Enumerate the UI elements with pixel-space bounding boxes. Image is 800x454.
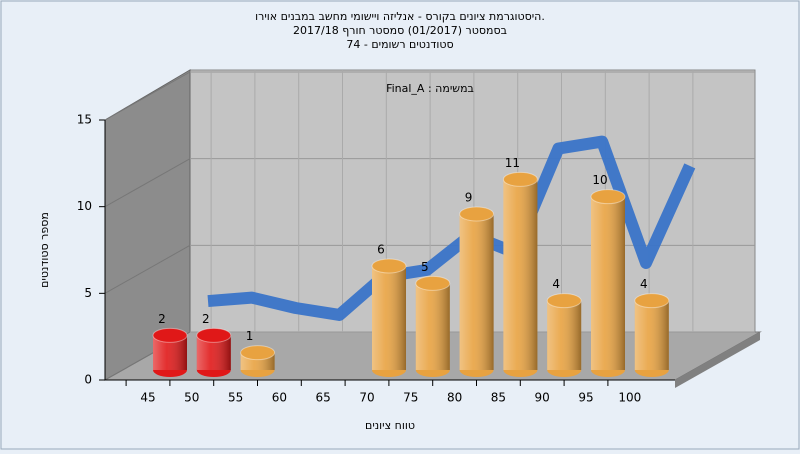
- data-label: 10: [592, 173, 607, 187]
- x-tick-label: 50: [184, 391, 199, 405]
- bar-top: [459, 206, 495, 222]
- title-line: היסטוגרמת ציונים בקורס - אנליזה ויישומי …: [255, 10, 545, 23]
- title-line: סטודנטים רשומים - 74: [346, 38, 453, 51]
- data-label: 2: [158, 312, 166, 326]
- bar: [590, 189, 626, 377]
- bar-top: [502, 171, 538, 187]
- x-tick-label: 65: [316, 391, 331, 405]
- data-label: 6: [377, 243, 385, 257]
- x-tick-label: 60: [272, 391, 287, 405]
- bar: [546, 293, 582, 377]
- bar-shade: [503, 179, 538, 370]
- y-tick-label: 10: [77, 199, 92, 213]
- data-label: 4: [552, 277, 560, 291]
- title-line: בסמסטר (01/2017) סמסטר חורף 2017/18: [293, 24, 507, 37]
- bar-top: [546, 293, 582, 309]
- bar-shade: [415, 283, 450, 370]
- bar-shade: [591, 196, 625, 370]
- bar: [371, 258, 407, 377]
- data-label: 2: [202, 312, 210, 326]
- bar: [196, 327, 232, 377]
- data-label: 4: [640, 277, 648, 291]
- x-tick-label: 70: [359, 391, 374, 405]
- x-tick-label: 45: [140, 391, 155, 405]
- bar-shade: [634, 300, 669, 370]
- bar: [502, 171, 538, 377]
- y-tick-label: 5: [84, 286, 92, 300]
- bar: [152, 327, 188, 377]
- grid-line: [104, 244, 191, 294]
- data-label: 5: [421, 260, 429, 274]
- x-tick-label: 55: [228, 391, 243, 405]
- bar-shade: [547, 300, 582, 370]
- y-tick-label: 15: [77, 113, 92, 127]
- bar-shade: [459, 214, 494, 370]
- bar-top: [415, 275, 451, 291]
- x-tick-label: 95: [578, 391, 593, 405]
- x-tick-label: 100: [618, 391, 641, 405]
- x-tick-label: 80: [447, 391, 462, 405]
- bar-top: [240, 345, 276, 361]
- annotation: Final_A : במשימה: [386, 82, 474, 95]
- data-label: 9: [465, 191, 473, 205]
- y-tick-label: 0: [84, 373, 92, 387]
- bar: [415, 275, 451, 377]
- curve: [207, 135, 696, 321]
- y-axis-label: מספר סטודנטים: [38, 212, 51, 288]
- bar-top: [634, 293, 670, 309]
- data-label: 11: [505, 156, 520, 170]
- bar-top: [590, 189, 626, 205]
- bar-shade: [372, 266, 406, 370]
- grid-line: [104, 71, 191, 121]
- bar-top: [196, 327, 232, 343]
- grid-line: [104, 158, 191, 208]
- x-tick-label: 85: [491, 391, 506, 405]
- bar: [634, 293, 670, 377]
- bar-top: [152, 327, 188, 343]
- x-axis-label: טווח ציונים: [365, 419, 415, 432]
- bar: [240, 345, 276, 377]
- bar-top: [371, 258, 407, 274]
- data-label: 1: [246, 329, 254, 343]
- x-tick-label: 75: [403, 391, 418, 405]
- x-tick-label: 90: [535, 391, 550, 405]
- floor-edge: [675, 332, 760, 388]
- bar: [459, 206, 495, 377]
